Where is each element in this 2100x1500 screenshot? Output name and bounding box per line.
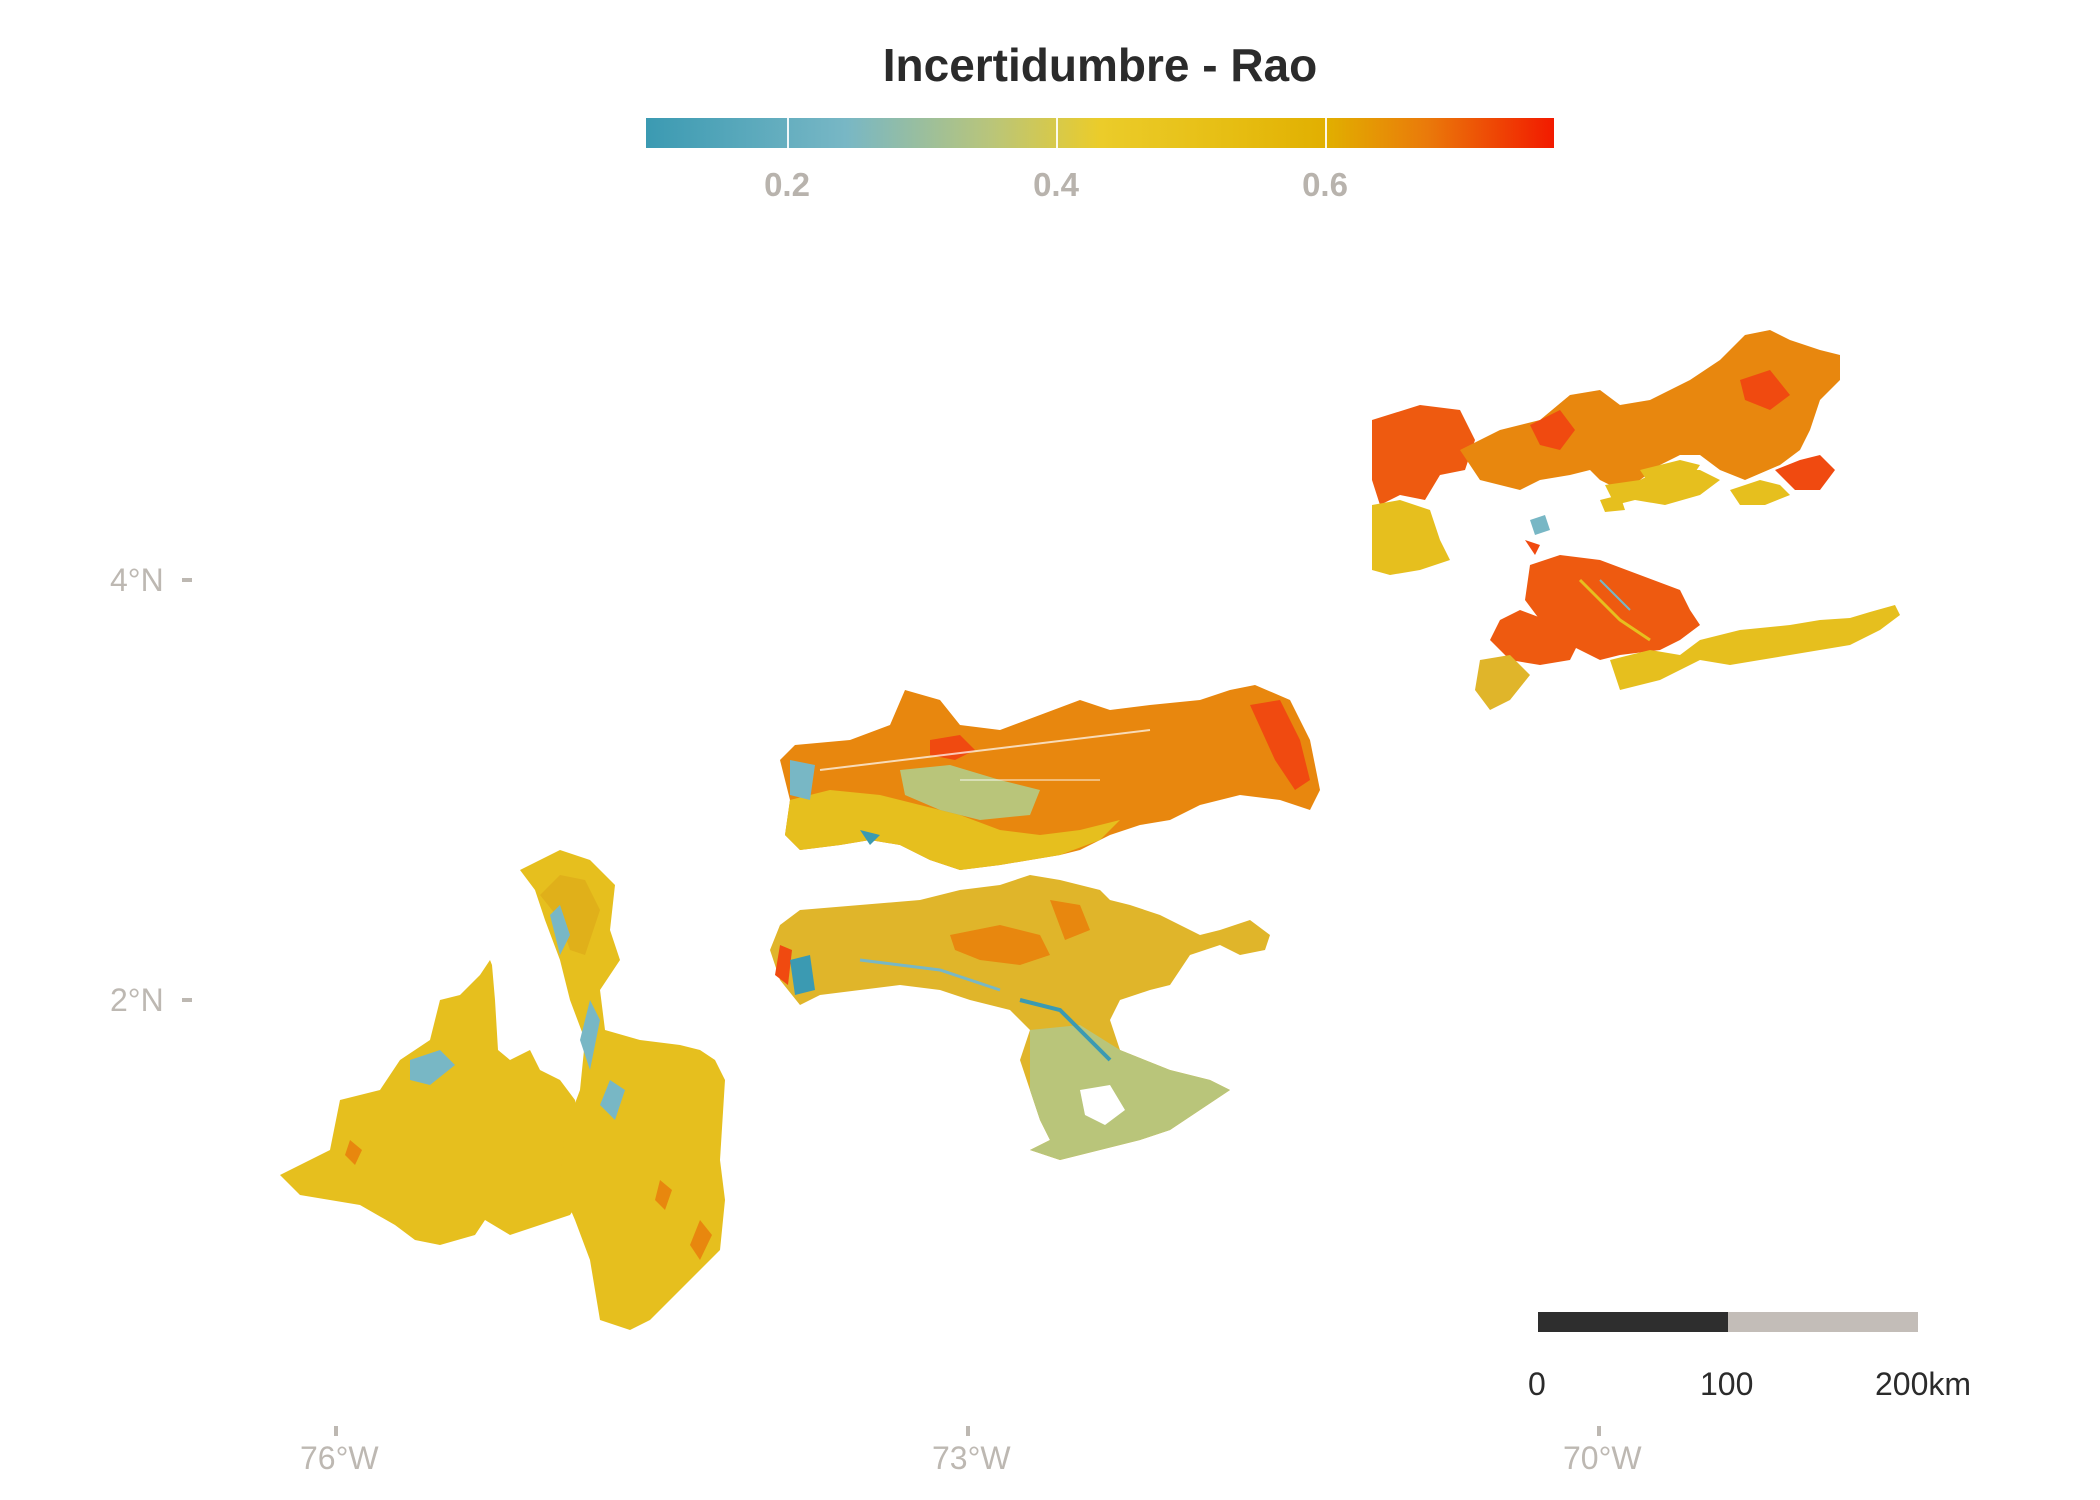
region-southwest (280, 850, 725, 1330)
lat-tick-2n (182, 998, 192, 1002)
scalebar-label-100: 100 (1700, 1366, 1754, 1402)
lon-tick-76w (334, 1426, 338, 1436)
legend-tick-mark (1325, 118, 1327, 148)
lon-tick-73w (966, 1426, 970, 1436)
lon-tick-70w (1597, 1426, 1601, 1436)
legend-tick-mark (1056, 118, 1058, 148)
lat-tick-4n (182, 578, 192, 582)
region-central-south (770, 875, 1270, 1160)
lon-label-76w: 76°W (300, 1440, 379, 1476)
legend-title: Incertidumbre - Rao (882, 39, 1318, 91)
legend-label-0-2: 0.2 (764, 166, 810, 203)
legend-tick-mark (787, 118, 789, 148)
lon-label-70w: 70°W (1563, 1440, 1642, 1476)
legend-colorbar (646, 118, 1554, 148)
scalebar-segment-light (1728, 1312, 1918, 1332)
lat-label-4n: 4°N (110, 562, 164, 598)
region-central-north (780, 685, 1320, 870)
scalebar-segment-dark (1538, 1312, 1728, 1332)
scalebar-label-200km: 200km (1875, 1366, 1972, 1402)
legend-label-0-4: 0.4 (1033, 166, 1079, 203)
region-northeast (1372, 330, 1900, 710)
legend-label-0-6: 0.6 (1302, 166, 1348, 203)
lon-label-73w: 73°W (932, 1440, 1011, 1476)
lat-label-2n: 2°N (110, 982, 164, 1018)
scalebar-label-0: 0 (1528, 1366, 1546, 1402)
